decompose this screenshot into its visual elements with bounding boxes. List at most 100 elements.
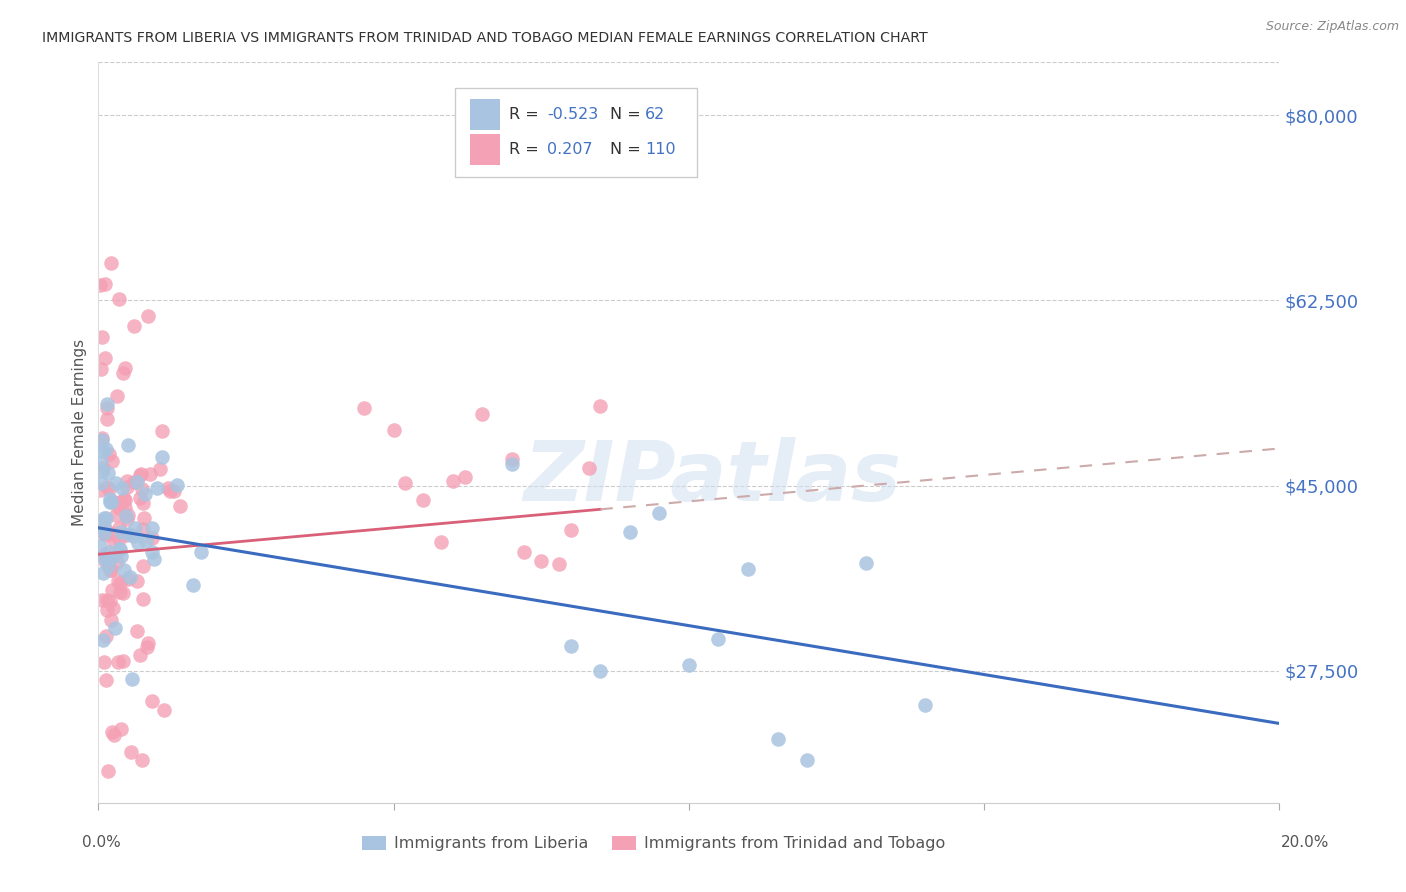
Point: [136, 636, 159, 650]
Point: [100, 563, 122, 577]
Point: [162, 483, 184, 498]
Point: [91, 432, 114, 446]
Point: [100, 594, 122, 608]
Text: N =: N =: [610, 107, 641, 122]
Point: [122, 318, 145, 333]
Point: [94, 442, 117, 457]
Point: [141, 694, 163, 708]
Point: [108, 292, 131, 306]
Point: [94, 673, 117, 687]
Point: [589, 399, 612, 413]
Point: [114, 360, 136, 375]
Point: [131, 522, 153, 536]
Point: [152, 703, 174, 717]
Point: [120, 569, 142, 583]
Point: [353, 401, 375, 415]
Text: R =: R =: [509, 142, 538, 157]
Point: [128, 648, 150, 662]
Point: [501, 452, 523, 467]
Point: [134, 487, 156, 501]
Point: [90, 330, 112, 344]
Point: [143, 552, 166, 566]
Point: [578, 460, 600, 475]
Point: [115, 474, 138, 488]
Point: [111, 366, 134, 380]
Point: [737, 562, 759, 576]
Point: [107, 532, 129, 546]
Point: [135, 534, 157, 549]
Text: IMMIGRANTS FROM LIBERIA VS IMMIGRANTS FROM TRINIDAD AND TOBAGO MEDIAN FEMALE EAR: IMMIGRANTS FROM LIBERIA VS IMMIGRANTS FR…: [42, 31, 928, 45]
Point: [124, 521, 146, 535]
Text: N =: N =: [610, 142, 641, 157]
Point: [94, 526, 117, 541]
Point: [100, 526, 122, 541]
Point: [98, 491, 121, 506]
Point: [131, 467, 153, 481]
Point: [122, 529, 145, 543]
Point: [100, 583, 122, 598]
Point: [159, 484, 181, 499]
Point: [93, 525, 115, 540]
Point: [548, 557, 571, 571]
Point: [169, 499, 191, 513]
Point: [166, 478, 188, 492]
Point: [530, 554, 553, 568]
Text: 0.207: 0.207: [547, 142, 593, 157]
Point: [93, 547, 115, 561]
Point: [121, 672, 143, 686]
Point: [110, 549, 132, 563]
Point: [114, 493, 136, 508]
Point: [91, 433, 114, 447]
Point: [90, 454, 112, 468]
Point: [560, 639, 582, 653]
Point: [181, 578, 204, 592]
Point: [512, 544, 534, 558]
Text: 110: 110: [645, 142, 676, 157]
Point: [118, 527, 141, 541]
Point: [101, 454, 124, 468]
Point: [98, 563, 121, 577]
Point: [110, 722, 132, 736]
Point: [114, 527, 136, 541]
Point: [855, 557, 877, 571]
Point: [120, 745, 142, 759]
Point: [96, 603, 118, 617]
Point: [678, 658, 700, 673]
Point: [127, 535, 149, 549]
Point: [108, 576, 131, 591]
Point: [100, 495, 122, 509]
Point: [105, 555, 128, 569]
Point: [766, 732, 789, 747]
Point: [914, 698, 936, 712]
Point: [98, 447, 121, 461]
Point: [103, 535, 125, 549]
Point: [125, 574, 148, 588]
Point: [103, 728, 125, 742]
Point: [100, 551, 122, 566]
Point: [441, 474, 464, 488]
Point: [141, 521, 163, 535]
Point: [98, 545, 121, 559]
Point: [96, 480, 118, 494]
Point: [93, 520, 115, 534]
Point: [96, 397, 118, 411]
Point: [117, 511, 139, 525]
Point: [129, 467, 152, 482]
Point: [101, 601, 124, 615]
Point: [382, 424, 405, 438]
Point: [501, 458, 523, 472]
Point: [108, 541, 131, 556]
Point: [100, 256, 122, 270]
Point: [96, 511, 118, 525]
Point: [125, 475, 148, 490]
Point: [107, 574, 129, 588]
Text: 0.0%: 0.0%: [82, 836, 121, 850]
Text: 20.0%: 20.0%: [1281, 836, 1329, 850]
Point: [104, 475, 127, 490]
Point: [108, 584, 131, 599]
Point: [589, 665, 612, 679]
Point: [91, 464, 114, 478]
Point: [471, 407, 494, 421]
Point: [141, 545, 163, 559]
Point: [103, 495, 125, 509]
